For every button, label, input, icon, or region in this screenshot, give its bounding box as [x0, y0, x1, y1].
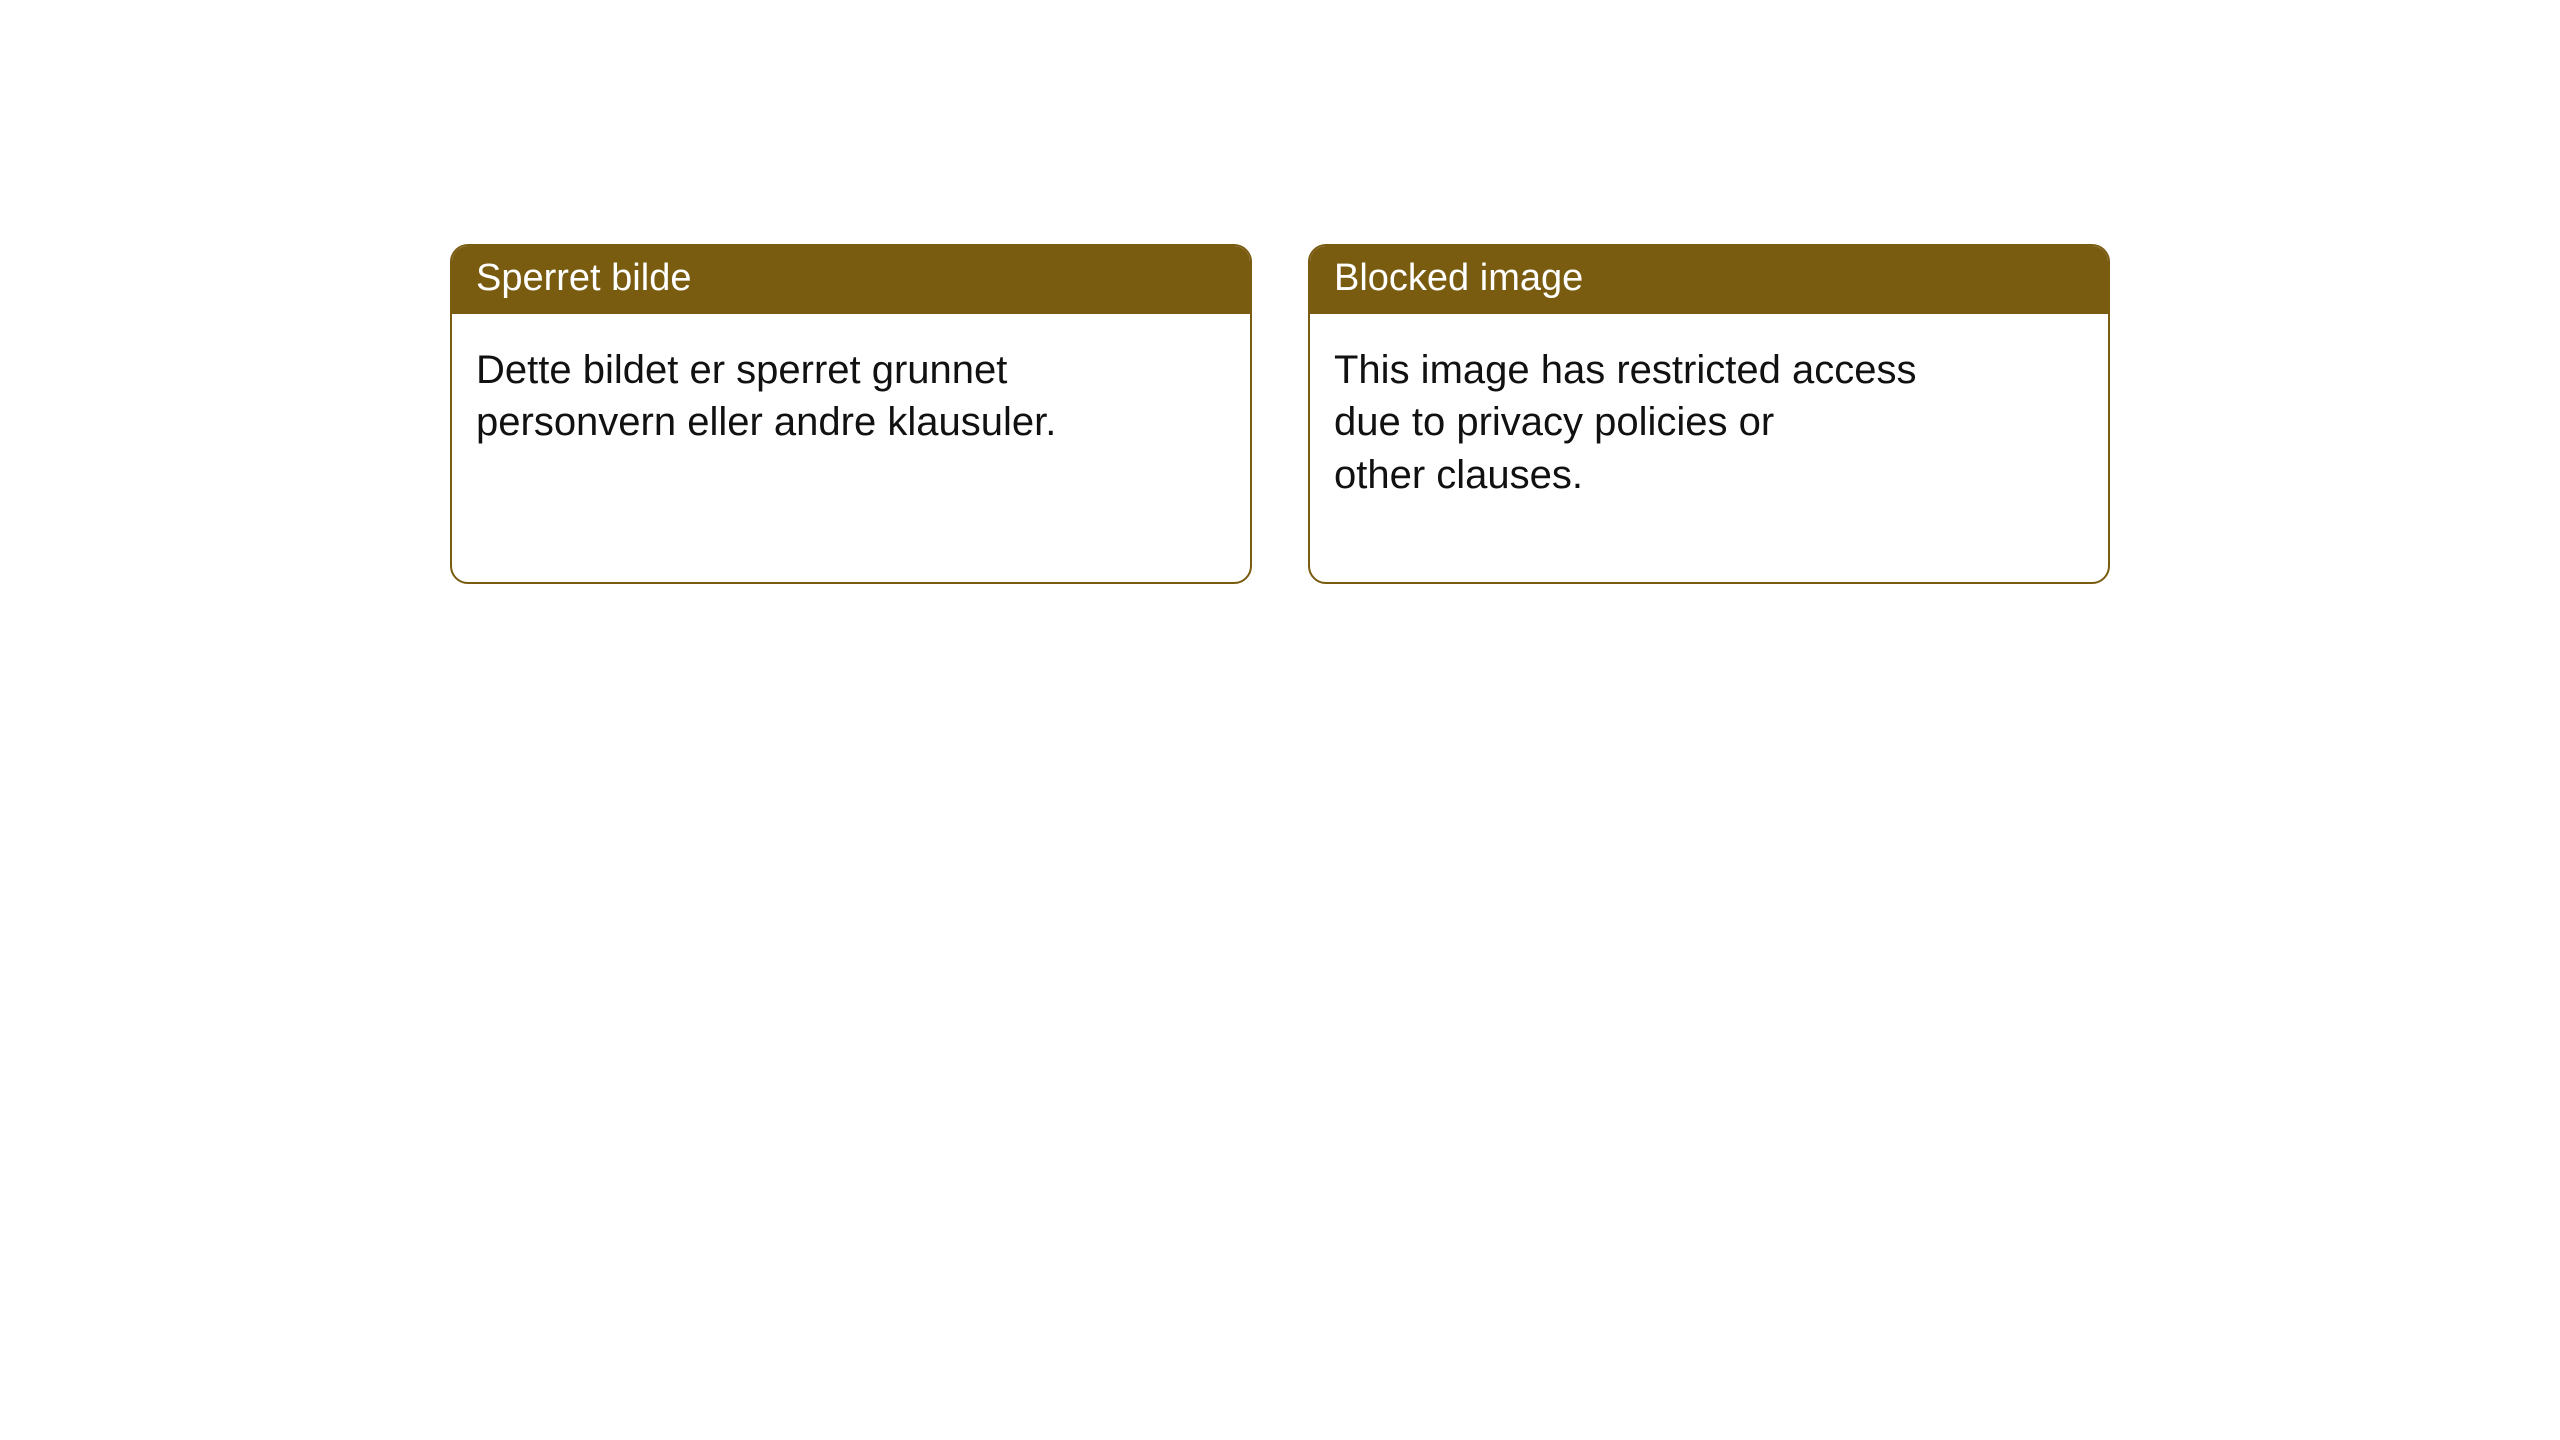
blocked-image-card-en: Blocked image This image has restricted …: [1308, 244, 2110, 584]
card-body: Dette bildet er sperret grunnet personve…: [452, 314, 1250, 530]
card-header: Blocked image: [1310, 246, 2108, 314]
blocked-image-card-no: Sperret bilde Dette bildet er sperret gr…: [450, 244, 1252, 584]
notice-card-row: Sperret bilde Dette bildet er sperret gr…: [0, 0, 2560, 584]
card-header: Sperret bilde: [452, 246, 1250, 314]
card-body: This image has restricted access due to …: [1310, 314, 2108, 582]
